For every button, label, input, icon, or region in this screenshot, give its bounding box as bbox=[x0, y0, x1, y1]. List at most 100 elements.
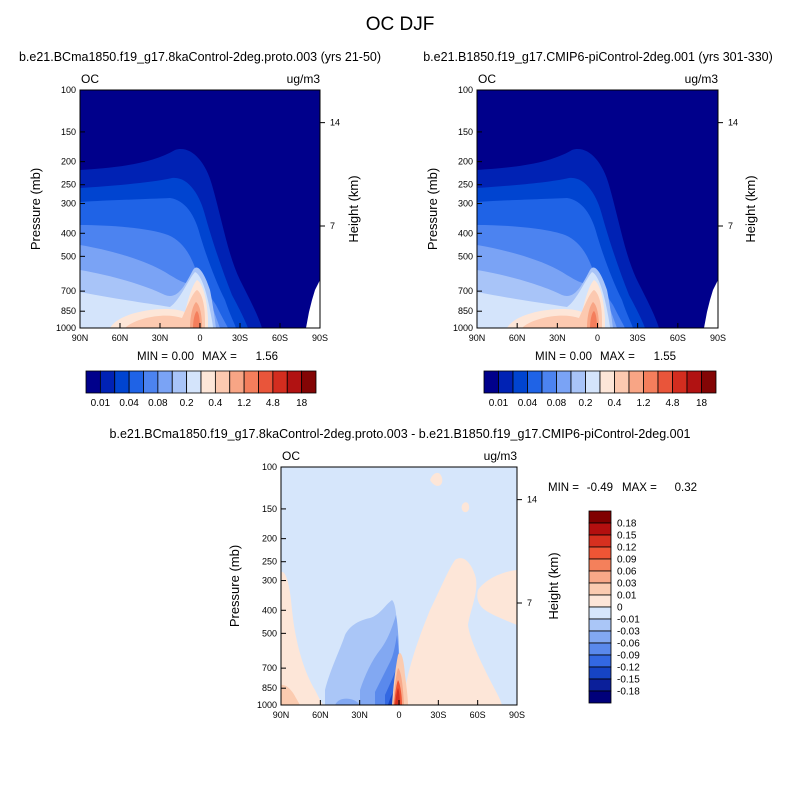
x-tick-label: 60S bbox=[272, 333, 288, 343]
panel-difference-right-axis-label: Height (km) bbox=[546, 552, 561, 619]
panel-difference-variable-label: OC bbox=[282, 449, 300, 463]
colorbar-label: 0.4 bbox=[208, 398, 222, 409]
colorbar-label: 1.2 bbox=[237, 398, 251, 409]
panel-left: b.e21.BCma1850.f19_g17.8kaControl-2deg.p… bbox=[19, 50, 381, 409]
y-tick-label: 150 bbox=[262, 504, 277, 514]
colorbar-swatch bbox=[614, 370, 630, 394]
colorbar-swatch bbox=[588, 630, 612, 644]
colorbar-label: 0.04 bbox=[518, 398, 538, 409]
y-tick-label: 250 bbox=[262, 557, 277, 567]
colorbar-label: -0.18 bbox=[617, 687, 640, 698]
colorbar-swatch bbox=[686, 370, 702, 394]
colorbar-label: 0.2 bbox=[579, 398, 593, 409]
colorbar-label: 18 bbox=[696, 398, 708, 409]
panel-left-max-value: 1.56 bbox=[256, 351, 278, 363]
colorbar-label: 0.15 bbox=[617, 531, 637, 542]
colorbar-swatch bbox=[588, 558, 612, 572]
y-tick-label: 700 bbox=[262, 663, 277, 673]
x-tick-label: 90N bbox=[273, 710, 290, 720]
x-tick-label: 90N bbox=[469, 333, 486, 343]
panel-right-min-label: MIN = bbox=[535, 351, 566, 363]
colorbar-label: -0.12 bbox=[617, 663, 640, 674]
colorbar-swatch bbox=[512, 370, 528, 394]
x-tick-label: 90S bbox=[312, 333, 328, 343]
panel-left-y-axis-label: Pressure (mb) bbox=[28, 168, 43, 250]
colorbar-swatch bbox=[171, 370, 188, 394]
y-tick-label: 1000 bbox=[56, 323, 76, 333]
y-tick-label: 100 bbox=[61, 85, 76, 95]
panel-difference: b.e21.BCma1850.f19_g17.8kaControl-2deg.p… bbox=[110, 427, 697, 720]
colorbar-label: 0.04 bbox=[119, 398, 139, 409]
colorbar-swatch bbox=[541, 370, 557, 394]
colorbar-swatch bbox=[214, 370, 231, 394]
colorbar-swatch bbox=[570, 370, 586, 394]
colorbar-swatch bbox=[588, 690, 612, 704]
colorbar-label: 1.2 bbox=[637, 398, 651, 409]
colorbar-swatch bbox=[588, 594, 612, 608]
x-tick-label: 30N bbox=[152, 333, 169, 343]
figure-title: OC DJF bbox=[366, 14, 435, 35]
panel-right-y-axis-label: Pressure (mb) bbox=[425, 168, 440, 250]
colorbar-swatch bbox=[588, 618, 612, 632]
panel-difference-positive-top-1 bbox=[430, 472, 443, 486]
colorbar-swatch bbox=[157, 370, 173, 394]
panel-right-right-axis-label: Height (km) bbox=[743, 175, 758, 242]
y-tick-label: 150 bbox=[458, 127, 473, 137]
panel-difference-field bbox=[281, 467, 517, 705]
x-tick-label: 60S bbox=[670, 333, 686, 343]
colorbar-swatch bbox=[588, 654, 612, 668]
panel-difference-min-label: MIN = bbox=[548, 482, 579, 494]
panel-right-title: b.e21.B1850.f19_g17.CMIP6-piControl-2deg… bbox=[423, 50, 773, 64]
panel-right-variable-label: OC bbox=[478, 72, 496, 86]
y-tick-label: 400 bbox=[61, 228, 76, 238]
colorbar-swatch bbox=[588, 642, 612, 656]
colorbar-swatch bbox=[272, 370, 288, 394]
colorbar-swatch bbox=[527, 370, 543, 394]
x-tick-label: 30N bbox=[351, 710, 368, 720]
colorbar-swatch bbox=[588, 582, 612, 596]
y-tick-label: 150 bbox=[61, 127, 76, 137]
colorbar-label: 18 bbox=[296, 398, 308, 409]
height-tick-label: 7 bbox=[527, 598, 532, 608]
y-tick-label: 250 bbox=[458, 180, 473, 190]
colorbar-swatch bbox=[643, 370, 659, 394]
x-tick-label: 60S bbox=[470, 710, 486, 720]
panel-difference-positive-middle bbox=[405, 558, 502, 705]
panel-difference-positive-left-inner bbox=[281, 684, 300, 705]
x-tick-label: 0 bbox=[197, 333, 202, 343]
y-tick-label: 300 bbox=[61, 199, 76, 209]
colorbar-label: 0.08 bbox=[148, 398, 168, 409]
x-tick-label: 30N bbox=[549, 333, 566, 343]
colorbar-swatch bbox=[701, 370, 717, 394]
panel-left-band-10 bbox=[125, 290, 205, 328]
colorbar-label: -0.06 bbox=[617, 639, 640, 650]
panel-difference-axes: 90N 60N 30N 0 30S 60S 90S 100 150 200 250 300 400 500… bbox=[257, 462, 537, 720]
panel-right-band-10 bbox=[522, 290, 602, 328]
panel-left-min-label: MIN = bbox=[137, 351, 168, 363]
y-tick-label: 300 bbox=[262, 576, 277, 586]
x-tick-label: 60N bbox=[312, 710, 329, 720]
panel-right-units-label: ug/m3 bbox=[685, 72, 719, 86]
y-tick-label: 200 bbox=[61, 157, 76, 167]
panel-right-min-value: 0.00 bbox=[570, 351, 592, 363]
y-tick-label: 100 bbox=[262, 462, 277, 472]
colorbar-swatch bbox=[483, 370, 499, 394]
x-tick-label: 0 bbox=[595, 333, 600, 343]
x-tick-label: 30S bbox=[630, 333, 646, 343]
panel-left-units-label: ug/m3 bbox=[287, 72, 321, 86]
y-tick-label: 300 bbox=[458, 199, 473, 209]
colorbar-swatch bbox=[588, 522, 612, 536]
colorbar-swatch bbox=[585, 370, 601, 394]
panel-left-title: b.e21.BCma1850.f19_g17.8kaControl-2deg.p… bbox=[19, 50, 381, 64]
y-tick-label: 1000 bbox=[453, 323, 473, 333]
y-tick-label: 850 bbox=[61, 306, 76, 316]
colorbar-label: 0.01 bbox=[489, 398, 509, 409]
panel-right-colorbar: 0.01 0.04 0.08 0.2 0.4 1.2 4.8 18 bbox=[483, 370, 717, 409]
panel-difference-title: b.e21.BCma1850.f19_g17.8kaControl-2deg.p… bbox=[110, 427, 691, 441]
x-tick-label: 90N bbox=[72, 333, 89, 343]
colorbar-swatch bbox=[657, 370, 673, 394]
panel-right-axes: 90N 60N 30N 0 30S 60S 90S 100 150 200 250 300 400 500… bbox=[453, 85, 738, 343]
y-tick-label: 200 bbox=[262, 534, 277, 544]
colorbar-swatch bbox=[85, 370, 101, 394]
